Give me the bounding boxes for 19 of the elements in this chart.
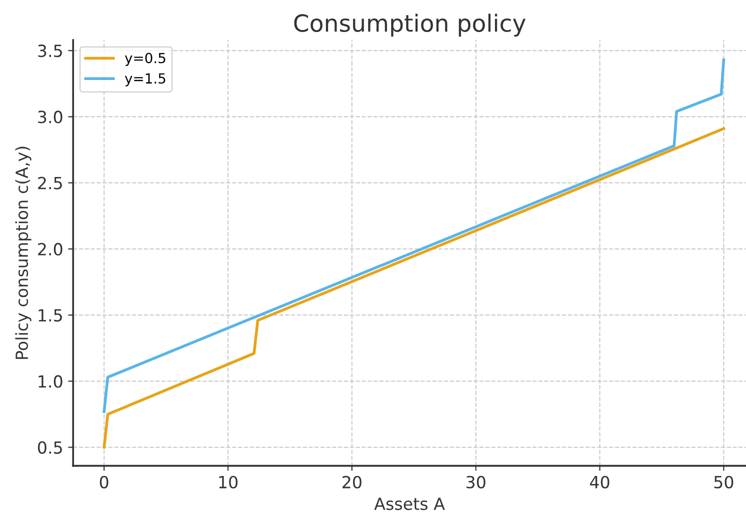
y-tick-label: 1.0: [38, 375, 62, 388]
legend-label: y=1.5: [124, 73, 166, 86]
y-axis-title: Policy consumption c(A,y): [15, 146, 32, 359]
legend-label: y=0.5: [124, 52, 166, 66]
y-tick-label: 3.5: [38, 44, 62, 58]
chart-title: Consumption policy: [294, 14, 526, 37]
line-series: [102, 127, 726, 449]
x-axis-title: Assets A: [374, 498, 445, 510]
y-tick-label: 0.5: [38, 441, 62, 454]
y-tick-label: 2.5: [38, 176, 62, 190]
x-tick-label: 40: [590, 476, 610, 488]
x-tick-label: 50: [714, 476, 734, 488]
x-tick-label: 20: [342, 476, 362, 488]
y-tick-label: 2.0: [38, 242, 62, 256]
x-tick-label: 30: [466, 476, 486, 488]
x-tick-label: 0: [100, 476, 108, 488]
y-tick-label: 3.0: [38, 110, 62, 124]
x-tick-label: 10: [219, 476, 238, 488]
y-tick-label: 1.5: [38, 309, 62, 322]
